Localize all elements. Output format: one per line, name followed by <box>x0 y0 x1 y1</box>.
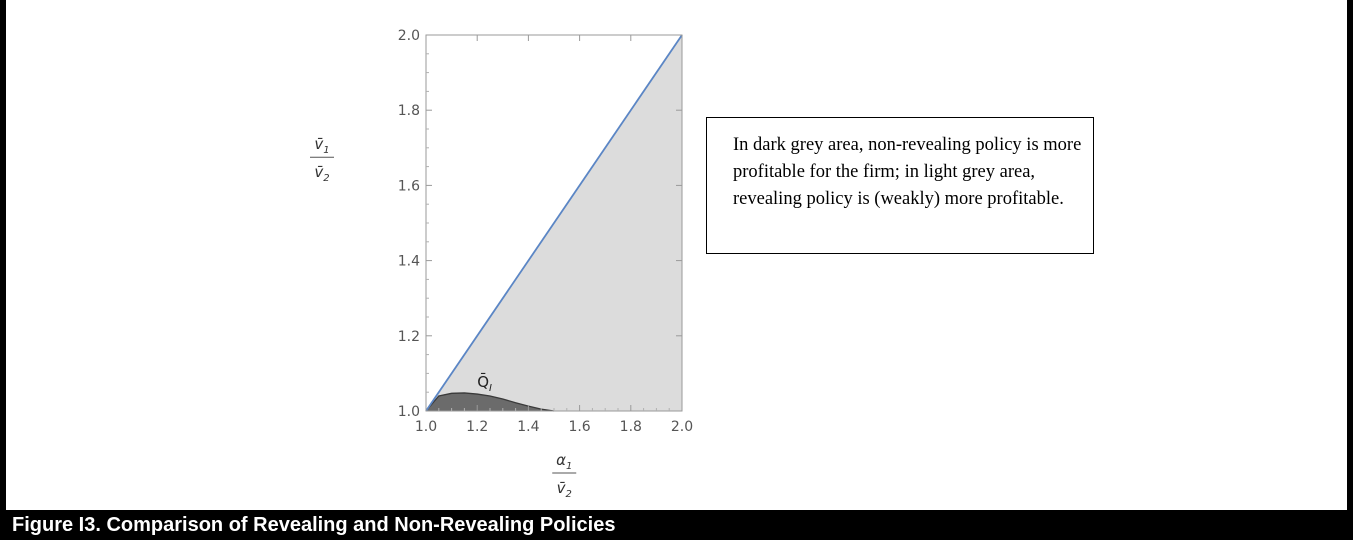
x-tick-label: 1.4 <box>517 419 539 435</box>
x-tick-label: 1.0 <box>415 419 437 435</box>
y-tick-label: 1.6 <box>398 178 420 194</box>
annotation-text: In dark grey area, non-revealing policy … <box>733 135 1082 209</box>
figure-caption: Figure I3. Comparison of Revealing and N… <box>12 514 616 536</box>
y-tick-label: 2.0 <box>398 28 420 44</box>
x-tick-label: 1.8 <box>620 419 642 435</box>
boundary-curve <box>425 392 555 412</box>
y-tick-label: 1.8 <box>398 103 420 119</box>
diagonal-line <box>425 34 683 412</box>
y-axis-label-denominator: v̄2 <box>314 163 329 184</box>
annotation-box: In dark grey area, non-revealing policy … <box>706 117 1094 254</box>
y-axis-label-numerator: v̄1 <box>314 135 329 156</box>
x-tick-label: 1.2 <box>466 419 488 435</box>
y-tick-label: 1.4 <box>398 254 420 270</box>
non-revealing-region <box>426 392 554 411</box>
y-tick-label: 1.0 <box>398 404 420 420</box>
caption-bar: Figure I3. Comparison of Revealing and N… <box>0 510 1353 540</box>
figure-panel: 1.0 1.2 1.4 1.6 1.8 2.0 1.0 1.2 1.4 1.6 1.8 2.0 α1 v̄… <box>6 0 1347 510</box>
chart-svg: 1.0 1.2 1.4 1.6 1.8 2.0 1.0 1.2 1.4 1.6 1.8 2.0 α1 v̄… <box>310 28 693 500</box>
x-tick-label: 2.0 <box>671 419 693 435</box>
x-tick-label: 1.6 <box>568 419 590 435</box>
x-axis-label-numerator: α1 <box>556 451 572 472</box>
curve-label: Q̄I <box>477 372 492 394</box>
x-axis-label-denominator: v̄2 <box>557 479 572 500</box>
y-tick-label: 1.2 <box>398 329 420 345</box>
